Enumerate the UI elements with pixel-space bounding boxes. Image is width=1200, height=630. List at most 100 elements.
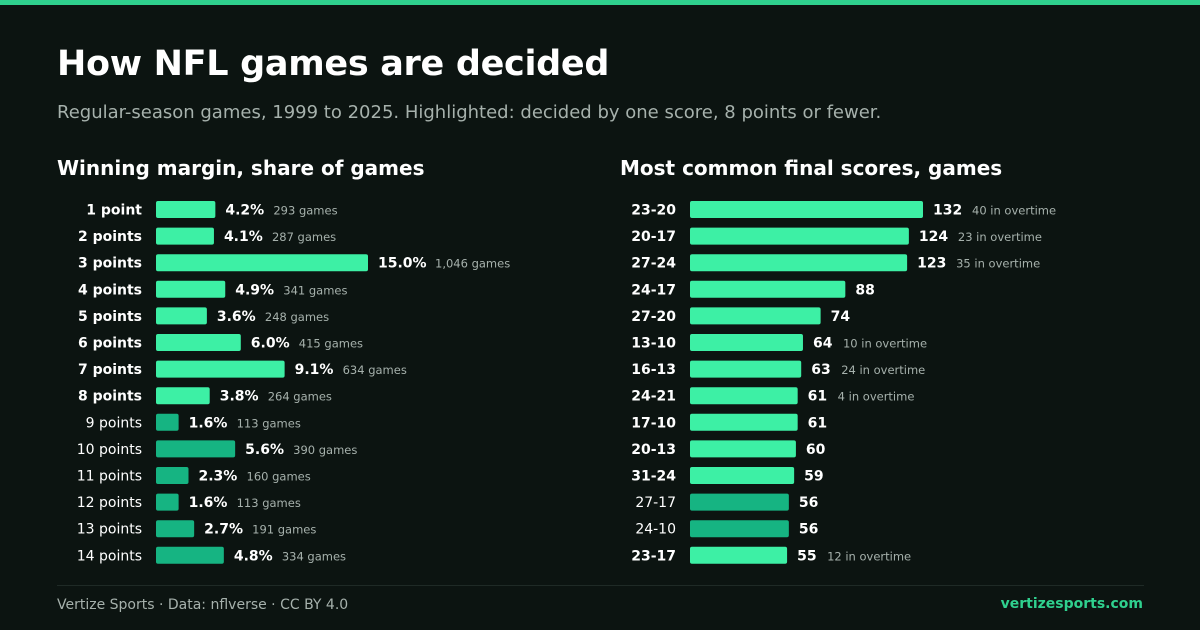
- margin-note-label: 334 games: [282, 549, 346, 563]
- margin-bar: [156, 467, 189, 484]
- score-category-label: 23-20: [631, 203, 676, 219]
- margin-bar: [156, 413, 179, 431]
- margin-category-label: 6 points: [78, 336, 142, 352]
- score-note-label: 23 in overtime: [958, 230, 1042, 244]
- margin-note-label: 287 games: [272, 230, 336, 244]
- margin-note-label: 113 games: [237, 496, 301, 510]
- page-title: How NFL games are decided: [57, 44, 610, 84]
- margin-bar: [156, 307, 207, 325]
- margin-note-label: 415 games: [299, 337, 363, 351]
- margin-bar: [156, 280, 226, 298]
- score-category-label: 27-24: [631, 256, 676, 272]
- score-category-label: 20-13: [631, 442, 676, 458]
- margin-category-label: 1 point: [86, 203, 142, 219]
- margin-category-label: 8 points: [78, 389, 142, 405]
- score-bar: [690, 227, 909, 245]
- margin-bar: [156, 440, 236, 458]
- score-bar: [690, 280, 846, 298]
- margin-category-label: 13 points: [77, 522, 142, 538]
- margin-value-label: 3.6%: [217, 309, 256, 325]
- margin-value-label: 2.3%: [199, 469, 238, 485]
- margin-value-label: 6.0%: [251, 336, 290, 352]
- margin-note-label: 634 games: [343, 363, 407, 377]
- score-value-label: 123: [917, 256, 946, 272]
- score-value-label: 61: [808, 415, 827, 431]
- margin-category-label: 5 points: [78, 309, 142, 325]
- score-bar: [690, 360, 802, 378]
- margin-value-label: 3.8%: [220, 389, 259, 405]
- margin-value-label: 1.6%: [189, 495, 228, 511]
- score-value-label: 124: [919, 229, 948, 245]
- margin-category-label: 12 points: [77, 495, 142, 511]
- margin-bar: [156, 493, 179, 511]
- score-value-label: 55: [797, 548, 816, 564]
- margin-category-label: 10 points: [77, 442, 142, 458]
- margin-bar: [156, 201, 216, 218]
- margin-chart-title: Winning margin, share of games: [57, 156, 425, 180]
- score-category-label: 23-17: [631, 548, 676, 564]
- margin-note-label: 341 games: [283, 283, 347, 297]
- score-category-label: 13-10: [631, 336, 676, 352]
- score-value-label: 56: [799, 522, 818, 538]
- margin-note-label: 191 games: [252, 523, 316, 537]
- score-bar: [690, 254, 908, 272]
- margin-value-label: 4.8%: [234, 548, 273, 564]
- score-note-label: 4 in overtime: [838, 390, 915, 404]
- scores-chart-title: Most common final scores, games: [620, 156, 1003, 180]
- score-bar: [690, 493, 789, 511]
- margin-note-label: 113 games: [237, 416, 301, 430]
- score-category-label: 16-13: [631, 362, 676, 378]
- score-category-label: 20-17: [631, 229, 676, 245]
- score-bar: [690, 546, 788, 564]
- margin-bar: [156, 227, 214, 245]
- margin-category-label: 3 points: [78, 256, 142, 272]
- score-value-label: 63: [811, 362, 830, 378]
- score-value-label: 64: [813, 336, 833, 352]
- score-category-label: 17-10: [631, 415, 676, 431]
- margin-bar: [156, 254, 368, 272]
- margin-bar: [156, 546, 224, 564]
- margin-category-label: 14 points: [77, 548, 142, 564]
- score-category-label: 27-20: [631, 309, 676, 325]
- score-bar: [690, 520, 789, 538]
- margin-note-label: 160 games: [247, 470, 311, 484]
- margin-value-label: 1.6%: [189, 415, 228, 431]
- margin-value-label: 15.0%: [378, 256, 427, 272]
- margin-value-label: 5.6%: [245, 442, 284, 458]
- margin-note-label: 264 games: [268, 390, 332, 404]
- margin-value-label: 4.9%: [235, 282, 274, 298]
- margin-bar: [156, 360, 285, 378]
- score-category-label: 31-24: [631, 469, 676, 485]
- score-category-label: 24-17: [631, 282, 676, 298]
- score-value-label: 74: [831, 309, 851, 325]
- footer-credit: Vertize Sports · Data: nflverse · CC BY …: [57, 597, 349, 613]
- margin-value-label: 2.7%: [204, 522, 243, 538]
- score-note-label: 12 in overtime: [827, 549, 911, 563]
- footer-site-link[interactable]: vertizesports.com: [1000, 596, 1143, 612]
- score-note-label: 40 in overtime: [972, 204, 1056, 218]
- score-bar: [690, 440, 796, 458]
- score-value-label: 59: [804, 469, 823, 485]
- margin-category-label: 11 points: [77, 469, 142, 485]
- margin-category-label: 7 points: [78, 362, 142, 378]
- margin-bar: [156, 520, 195, 538]
- margin-category-label: 9 points: [86, 415, 142, 431]
- footer-divider: [57, 585, 1144, 586]
- score-bar: [690, 334, 803, 351]
- score-bar: [690, 387, 798, 405]
- margin-note-label: 1,046 games: [435, 257, 510, 271]
- score-bar: [690, 201, 923, 218]
- page-subtitle: Regular-season games, 1999 to 2025. High…: [57, 102, 882, 123]
- score-note-label: 10 in overtime: [843, 337, 927, 351]
- margin-value-label: 9.1%: [295, 362, 334, 378]
- score-value-label: 60: [806, 442, 826, 458]
- top-accent-bar: [0, 0, 1200, 5]
- score-bar: [690, 413, 798, 431]
- score-note-label: 35 in overtime: [956, 257, 1040, 271]
- margin-note-label: 248 games: [265, 310, 329, 324]
- score-value-label: 56: [799, 495, 818, 511]
- margin-bar: [156, 334, 241, 351]
- margin-note-label: 293 games: [273, 204, 337, 218]
- margin-bar: [156, 387, 210, 405]
